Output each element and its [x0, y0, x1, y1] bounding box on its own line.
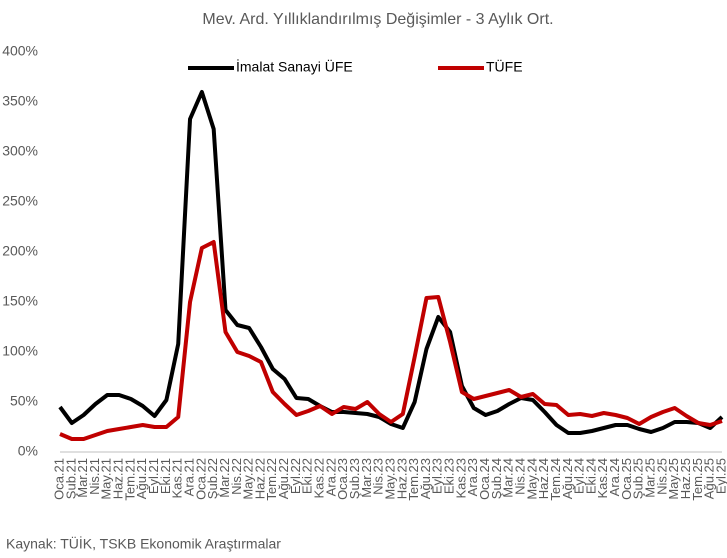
x-tick-label: May.24: [524, 458, 539, 500]
x-tick-label: Ara.21: [181, 458, 196, 496]
x-tick-label: Haz.24: [536, 458, 551, 499]
x-tick-label: Kas.22: [312, 458, 327, 498]
x-tick-label: Nis.21: [87, 458, 102, 495]
x-tick-label: Eyl.24: [572, 458, 587, 494]
x-tick-label: Oca.23: [335, 458, 350, 500]
legend-label: TÜFE: [486, 58, 523, 75]
x-tick-label: Nis.24: [512, 458, 527, 495]
x-tick-label: Şub.22: [205, 458, 220, 499]
y-tick-label: 350%: [2, 93, 38, 109]
source-note: Kaynak: TÜİK, TSKB Ekonomik Araştırmalar: [6, 535, 281, 552]
x-tick-label: May.23: [382, 458, 397, 500]
x-tick-label: Mar.23: [359, 458, 374, 498]
x-tick-label: Kas.21: [170, 458, 185, 498]
series-line: [58, 90, 724, 435]
x-tick-label: May.21: [99, 458, 114, 500]
x-tick-label: Ara.22: [323, 458, 338, 496]
x-tick-label: Mar.25: [643, 458, 658, 498]
x-tick-label: Tem.21: [122, 458, 137, 501]
y-tick-label: 50%: [10, 393, 38, 409]
x-tick-label: Kas.23: [453, 458, 468, 498]
legend-label: İmalat Sanayi ÜFE: [236, 58, 353, 75]
x-tick-label: Eyl.22: [288, 458, 303, 494]
x-tick-label: Eyl.23: [430, 458, 445, 494]
y-tick-label: 200%: [2, 243, 38, 259]
y-tick-label: 400%: [2, 43, 38, 59]
x-tick-label: Eyl.25: [713, 458, 727, 494]
y-tick-label: 250%: [2, 193, 38, 209]
x-tick-label: Mar.21: [75, 458, 90, 498]
x-tick-label: Nis.22: [229, 458, 244, 495]
x-tick-label: Haz.23: [394, 458, 409, 499]
x-tick-label: Tem.24: [548, 458, 563, 501]
chart-title: Mev. Ard. Yıllıklandırılmış Değişimler -…: [202, 11, 553, 28]
x-tick-label: Eyl.21: [146, 458, 161, 494]
x-tick-label: Şub.21: [63, 458, 78, 499]
x-tick-label: Haz.22: [252, 458, 267, 499]
x-tick-label: Tem.25: [690, 458, 705, 501]
x-tick-label: Kas.24: [595, 458, 610, 498]
x-tick-label: Oca.22: [193, 458, 208, 500]
x-tick-label: Tem.22: [264, 458, 279, 501]
x-tick-label: May.25: [666, 458, 681, 500]
x-tick-label: Şub.24: [489, 458, 504, 499]
x-tick-label: Ağu.22: [276, 458, 291, 499]
x-tick-label: Tem.23: [406, 458, 421, 501]
x-tick-label: Şub.23: [347, 458, 362, 499]
x-tick-label: Oca.21: [51, 458, 66, 500]
series-line: [59, 240, 723, 441]
x-tick-label: Eki.22: [300, 458, 315, 494]
x-tick-label: Eki.24: [583, 458, 598, 494]
x-tick-label: May.22: [241, 458, 256, 500]
x-tick-label: Ağu.25: [702, 458, 717, 499]
y-tick-label: 150%: [2, 293, 38, 309]
x-tick-label: Şub.25: [631, 458, 646, 499]
x-tick-label: Nis.23: [371, 458, 386, 495]
x-tick-label: Ara.23: [465, 458, 480, 496]
x-tick-label: Mar.22: [217, 458, 232, 498]
x-tick-label: Oca.25: [619, 458, 634, 500]
y-tick-label: 300%: [2, 143, 38, 159]
x-tick-label: Eki.23: [442, 458, 457, 494]
y-tick-label: 100%: [2, 343, 38, 359]
x-tick-label: Ara.24: [607, 458, 622, 496]
x-tick-label: Mar.24: [501, 458, 516, 498]
x-tick-label: Ağu.21: [134, 458, 149, 499]
x-tick-label: Ağu.24: [560, 458, 575, 499]
x-tick-label: Haz.25: [678, 458, 693, 499]
y-tick-label: 0%: [18, 443, 38, 459]
x-tick-label: Haz.21: [111, 458, 126, 499]
x-tick-label: Oca.24: [477, 458, 492, 500]
x-tick-label: Eki.21: [158, 458, 173, 494]
x-tick-label: Nis.25: [654, 458, 669, 495]
x-tick-label: Ağu.23: [418, 458, 433, 499]
